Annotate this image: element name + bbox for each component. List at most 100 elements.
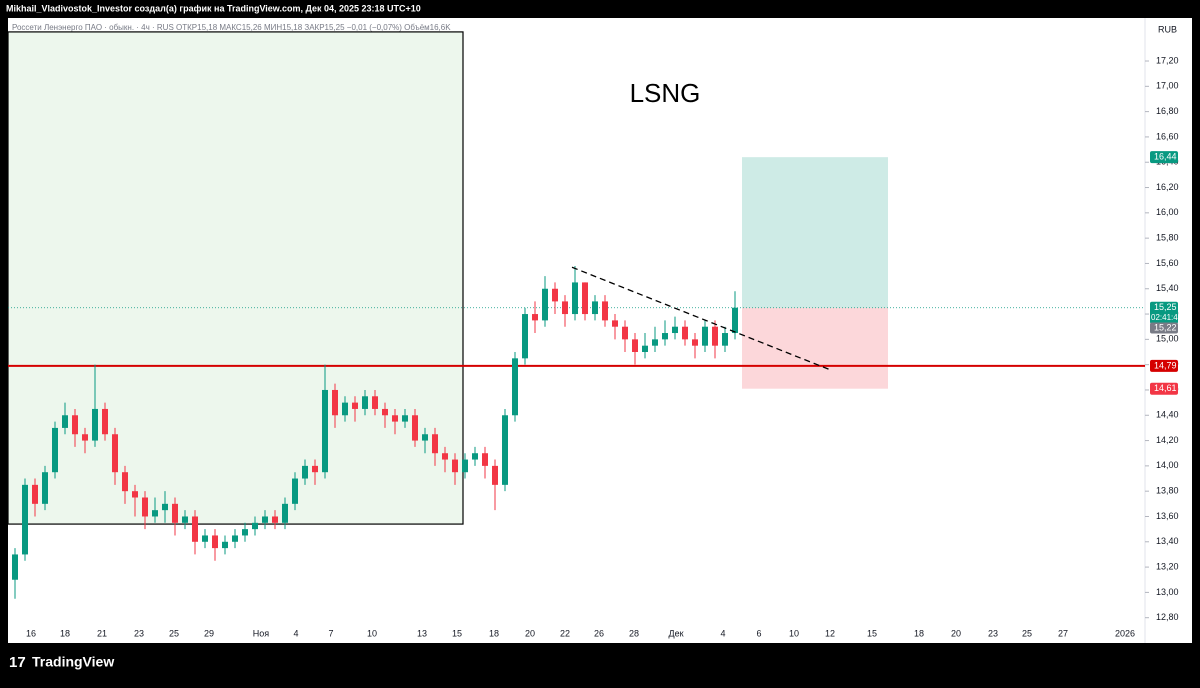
x-tick-label: 10 (367, 628, 377, 638)
candle-body (502, 415, 508, 485)
stop-label: 14,61 (1154, 383, 1177, 393)
chart-title: LSNG (630, 78, 701, 108)
candle-body (372, 396, 378, 409)
support-badge (1150, 359, 1178, 372)
x-tick-label: 7 (328, 628, 333, 638)
candle-body (362, 396, 368, 409)
candle-body (222, 541, 228, 549)
candle-body (442, 453, 448, 460)
x-tick-label: 4 (720, 628, 725, 638)
trendline (571, 266, 831, 371)
x-tick-label: 28 (629, 628, 639, 638)
y-tick-label: 13,40 (1156, 536, 1179, 546)
candle-body (182, 516, 188, 523)
x-tick-label: 13 (417, 628, 427, 638)
prev-badge (1150, 322, 1178, 334)
candle-body (82, 434, 88, 441)
y-tick-label: 13,00 (1156, 587, 1179, 597)
x-tick-label: 27 (1058, 628, 1068, 638)
y-tick-label: 17,00 (1156, 81, 1179, 91)
y-tick-label: 15,00 (1156, 334, 1179, 344)
candle-body (492, 465, 498, 485)
candle-body (522, 314, 528, 359)
candle-body (62, 415, 68, 428)
candle-body (232, 535, 238, 542)
y-tick-label: 14,40 (1156, 410, 1179, 420)
candle-body (612, 320, 618, 327)
target-zone (742, 157, 888, 308)
candle-body (22, 484, 28, 555)
candle-body (722, 333, 728, 346)
candle-body (342, 402, 348, 416)
x-tick-label: 26 (594, 628, 604, 638)
candle-body (392, 415, 398, 422)
candle-body (462, 459, 468, 473)
candle-body (602, 301, 608, 321)
candle-body (692, 339, 698, 346)
y-tick-label: 16,80 (1156, 106, 1179, 116)
candle-body (532, 314, 538, 321)
target-label: 16,44 (1154, 152, 1177, 162)
y-tick-label: 14,00 (1156, 460, 1179, 470)
candle-body (282, 503, 288, 523)
x-tick-label: 15 (867, 628, 877, 638)
x-tick-label: 10 (789, 628, 799, 638)
logo-mark: 17 (9, 654, 26, 671)
candle-body (122, 472, 128, 492)
prev-label: 15,22 (1154, 322, 1177, 332)
candle-body (572, 282, 578, 315)
target-badge (1150, 151, 1178, 164)
candle-body (42, 472, 48, 504)
candle-body (632, 339, 638, 353)
x-tick-label: 18 (489, 628, 499, 638)
stop-badge (1150, 382, 1178, 395)
x-tick-label: 2026 (1115, 628, 1135, 638)
stop-zone (742, 307, 888, 389)
range-box (7, 31, 464, 525)
candle-body (272, 516, 278, 523)
x-tick-label: 4 (293, 628, 298, 638)
candle-body (322, 389, 328, 473)
candle-body (202, 535, 208, 542)
x-tick-label: 29 (204, 628, 214, 638)
last-price-countdown: 02:41:42 (1151, 313, 1183, 322)
candle-body (582, 282, 588, 315)
candle-body (312, 465, 318, 473)
x-tick-label: 23 (988, 628, 998, 638)
candle-body (32, 484, 38, 504)
candle-body (542, 288, 548, 321)
x-tick-label: 6 (756, 628, 761, 638)
candle-body (332, 389, 338, 416)
x-tick-label: Ноя (253, 628, 270, 638)
x-tick-label: 25 (169, 628, 179, 638)
candle-body (472, 453, 478, 460)
logo: 17 TradingView (9, 654, 114, 671)
x-tick-label: 21 (97, 628, 107, 638)
candle-body (382, 408, 388, 416)
candle-body (302, 465, 308, 479)
support-label: 14,79 (1154, 360, 1177, 370)
y-tick-label: 15,60 (1156, 258, 1179, 268)
header: Mikhail_Vladivostok_Investor создал(а) г… (6, 3, 421, 13)
candle-body (562, 301, 568, 315)
y-tick-label: 16,00 (1156, 207, 1179, 217)
candle-body (112, 434, 118, 473)
candle-body (152, 510, 158, 517)
x-tick-label: 22 (560, 628, 570, 638)
candle-body (552, 288, 558, 302)
candle-body (142, 497, 148, 517)
candle-body (412, 415, 418, 441)
candle-body (512, 358, 518, 416)
brand: TradingView (32, 654, 114, 670)
y-tick-label: 13,20 (1156, 561, 1179, 571)
candle-body (652, 339, 658, 346)
candle-body (72, 415, 78, 435)
y-tick-label: 15,80 (1156, 233, 1179, 243)
candle-body (702, 326, 708, 346)
legend: Россети Ленэнерго ПАО · обыкн. · 4ч · RU… (12, 23, 451, 32)
candle-body (92, 408, 98, 441)
candle-body (292, 478, 298, 504)
x-tick-label: 20 (951, 628, 961, 638)
candle-body (52, 427, 58, 473)
